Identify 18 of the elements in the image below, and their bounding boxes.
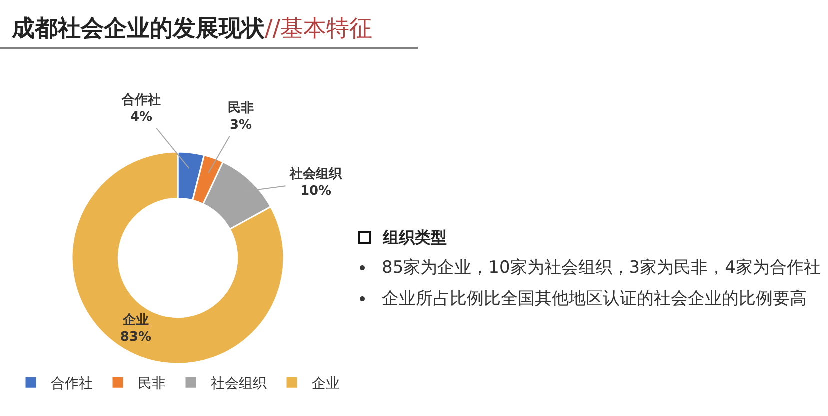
text: 组织类型 (382, 228, 447, 247)
text: 企业所占比例比全国其他地区认证的社会企业的比例要高 (382, 289, 807, 309)
slice-label: 合作社 (121, 92, 161, 108)
data-label: 3% (230, 118, 252, 133)
legend-label: 社会组织 (211, 376, 267, 392)
chart-title: 成都社会企业的发展现状 (11, 16, 266, 42)
data-label: 4% (130, 110, 153, 125)
legend-label: 合作社 (51, 376, 93, 392)
data-label: 83% (120, 330, 152, 346)
slice-label: 社会组织 (289, 166, 343, 182)
chart-subtitle: //基本特征 (265, 16, 372, 42)
text: 85家为企业，10家为社会组织，3家为民非，4家为合作社 (382, 258, 821, 278)
slice-label: 企业 (122, 313, 149, 328)
slice-label: 民非 (228, 101, 254, 116)
donut-slice (71, 151, 285, 365)
legend-label: 企业 (312, 376, 340, 392)
legend-label: 民非 (138, 376, 166, 392)
data-label: 10% (300, 184, 332, 199)
